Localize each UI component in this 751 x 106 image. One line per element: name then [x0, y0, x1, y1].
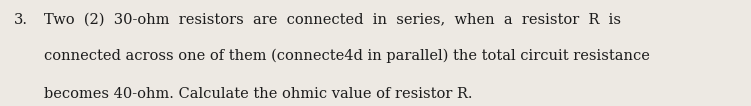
Text: 3.: 3.: [14, 13, 28, 27]
Text: connected across one of them (connecte4d in parallel) the total circuit resistan: connected across one of them (connecte4d…: [44, 49, 650, 63]
Text: becomes 40-ohm. Calculate the ohmic value of resistor R.: becomes 40-ohm. Calculate the ohmic valu…: [44, 87, 472, 101]
Text: Two  (2)  30-ohm  resistors  are  connected  in  series,  when  a  resistor  R  : Two (2) 30-ohm resistors are connected i…: [44, 13, 620, 27]
